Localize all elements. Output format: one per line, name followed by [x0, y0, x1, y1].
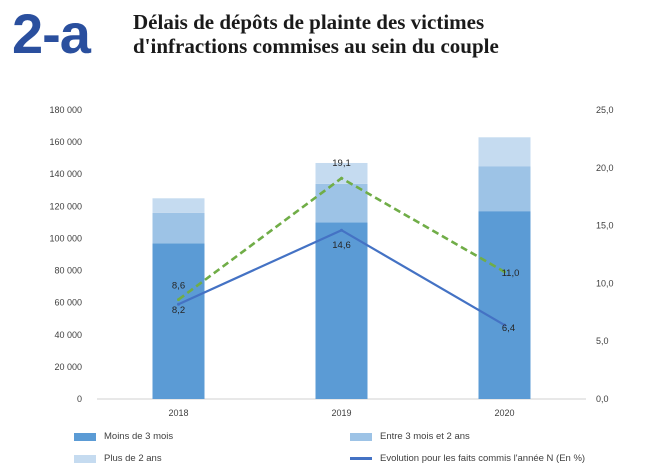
- y2-tick-label: 10,0: [596, 278, 614, 288]
- y2-tick-label: 25,0: [596, 105, 614, 115]
- y-tick-label: 160 000: [49, 137, 82, 147]
- y-tick-label: 100 000: [49, 233, 82, 243]
- bar-moins-de-3-mois: [478, 211, 531, 399]
- bar-moins-de-3-mois: [315, 222, 368, 399]
- data-label: 8,2: [172, 305, 185, 316]
- data-label: 8,6: [172, 281, 185, 292]
- x-tick-label: 2018: [168, 408, 188, 418]
- bar-plus-de-2-ans: [315, 162, 368, 184]
- dashed-line-point: [177, 298, 180, 302]
- y-tick-label: 180 000: [49, 105, 82, 115]
- chapter-number: 2-a: [12, 2, 91, 65]
- bar-entre-3-mois-et-2-ans: [478, 166, 531, 212]
- y-tick-label: 20 000: [54, 362, 82, 372]
- bar-entre-3-mois-et-2-ans: [152, 212, 205, 244]
- evolution-line-point: [177, 302, 180, 306]
- y-tick-label: 60 000: [54, 298, 82, 308]
- y-tick-label: 40 000: [54, 330, 82, 340]
- x-tick-label: 2019: [331, 408, 351, 418]
- x-tick-label: 2020: [494, 408, 514, 418]
- y2-tick-label: 20,0: [596, 163, 614, 173]
- y2-tick-label: 15,0: [596, 221, 614, 231]
- y-tick-label: 120 000: [49, 201, 82, 211]
- chart-title: Délais de dépôts de plainte des victimes…: [133, 10, 633, 58]
- data-label: 19,1: [332, 158, 351, 169]
- data-label: 14,6: [332, 240, 351, 251]
- bar-plus-de-2-ans: [152, 198, 205, 213]
- dashed-line-point: [340, 176, 343, 180]
- evolution-line-point: [340, 228, 343, 232]
- chart-title-line-1: Délais de dépôts de plainte des victimes: [133, 10, 485, 34]
- dashed-line-point: [503, 270, 506, 274]
- y-tick-label: 80 000: [54, 266, 82, 276]
- y2-tick-label: 5,0: [596, 336, 609, 346]
- evolution-line-point: [503, 323, 506, 327]
- bar-moins-de-3-mois: [152, 243, 205, 399]
- data-label: 6,4: [502, 323, 515, 334]
- y2-tick-label: 0,0: [596, 394, 609, 404]
- y-tick-label: 0: [77, 394, 82, 404]
- chart-title-line-2: d'infractions commises au sein du couple: [133, 34, 499, 58]
- data-label: 11,0: [502, 268, 520, 279]
- bar-plus-de-2-ans: [478, 137, 531, 167]
- y-tick-label: 140 000: [49, 169, 82, 179]
